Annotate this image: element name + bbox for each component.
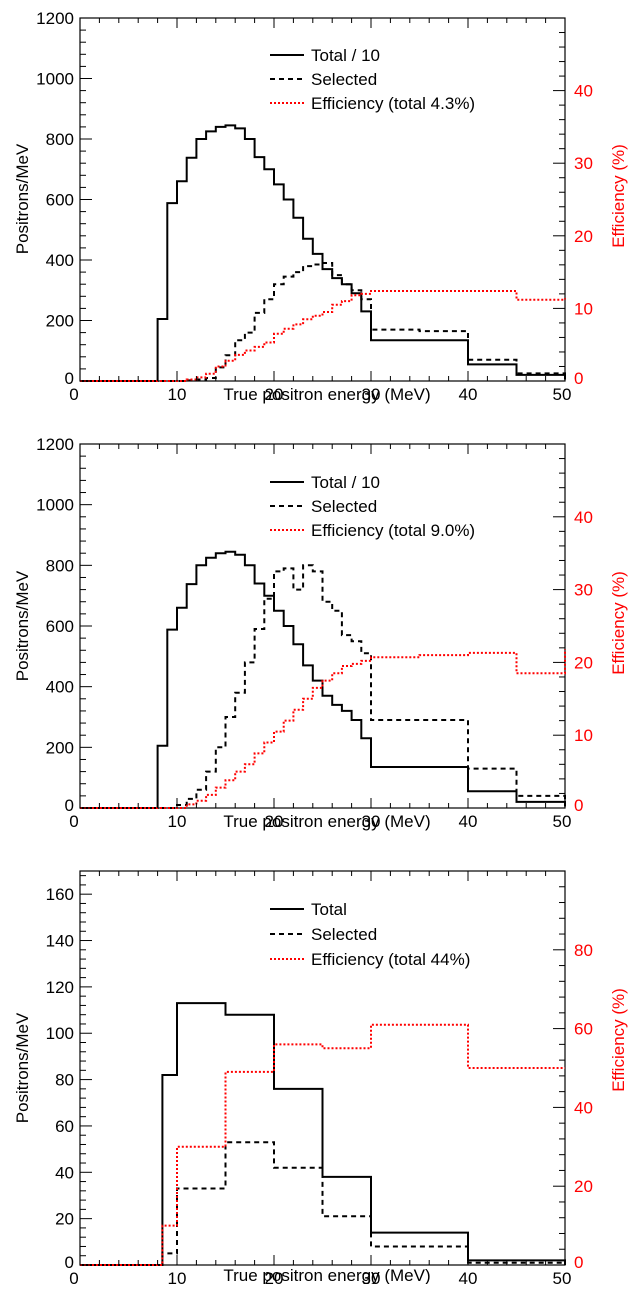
x-tick-label: 20 — [265, 812, 284, 831]
y-axis-label: Positrons/MeV — [13, 570, 32, 681]
y-tick-label: 1000 — [36, 496, 74, 515]
x-tick-label: 0 — [69, 385, 78, 404]
y-tick-label: 800 — [46, 130, 74, 149]
x-tick-label: 40 — [459, 1269, 478, 1284]
x-tick-label: 10 — [168, 385, 187, 404]
x-tick-label: 40 — [459, 812, 478, 831]
axis-ticks: 0 10 20 30 40 5002004006008001000120001020304… — [36, 9, 593, 404]
y-tick-label: 800 — [46, 556, 74, 575]
y2-tick-label: 0 — [574, 369, 583, 388]
chart-panel-1: 0 10 20 30 40 5002004006008001000120001020304… — [13, 9, 628, 404]
legend-label-total: Total / 10 — [311, 46, 380, 65]
series-efficiency — [80, 290, 566, 382]
y-tick-label: 200 — [46, 738, 74, 757]
y2-axis-label: Efficiency (%) — [609, 988, 628, 1092]
legend-label-total: Total / 10 — [311, 473, 380, 492]
x-tick-label: 0 — [69, 812, 78, 831]
chart-panel-2: 0 10 20 30 40 5002004006008001000120001020304… — [13, 435, 628, 831]
y2-tick-label: 0 — [574, 796, 583, 815]
y-tick-label: 600 — [46, 617, 74, 636]
series-total — [80, 550, 566, 809]
legend-label-efficiency: Efficiency (total 44%) — [311, 950, 470, 969]
y-tick-label: 20 — [55, 1210, 74, 1229]
y-tick-label: 1200 — [36, 435, 74, 454]
legend-label-total: Total — [311, 900, 347, 919]
x-axis-label: True positron energy (MeV) — [223, 1266, 430, 1284]
y-tick-label: 80 — [55, 1071, 74, 1090]
chart-panel-3: 0 10 20 30 40 5002040608010012014016002040608… — [13, 870, 628, 1288]
x-tick-label: 20 — [265, 385, 284, 404]
y-tick-label: 120 — [46, 978, 74, 997]
x-tick-label: 0 — [69, 1269, 78, 1284]
y-tick-label: 60 — [55, 1117, 74, 1136]
y2-tick-label: 20 — [574, 1177, 593, 1196]
x-tick-label: 20 — [265, 1269, 284, 1284]
y-tick-label: 100 — [46, 1024, 74, 1043]
axis-ticks: 0 10 20 30 40 5002040608010012014016002040608… — [46, 870, 593, 1288]
series-efficiency — [80, 649, 566, 809]
plot-marks — [80, 550, 566, 809]
y-tick-label: 200 — [46, 312, 74, 331]
x-axis-label: True positron energy (MeV) — [223, 812, 430, 831]
y-tick-label: 160 — [46, 885, 74, 904]
y-tick-label: 400 — [46, 251, 74, 270]
x-tick-label: 50 — [553, 385, 572, 404]
y2-tick-label: 10 — [574, 726, 593, 745]
y2-tick-label: 60 — [574, 1020, 593, 1039]
x-tick-label: 40 — [459, 385, 478, 404]
x-axis-label: True positron energy (MeV) — [223, 385, 430, 404]
y-tick-label: 0 — [65, 369, 74, 388]
y2-tick-label: 40 — [574, 508, 593, 527]
legend-label-selected: Selected — [311, 925, 377, 944]
y-tick-label: 400 — [46, 678, 74, 697]
y2-tick-label: 30 — [574, 581, 593, 600]
y-tick-label: 40 — [55, 1163, 74, 1182]
x-tick-label: 30 — [362, 812, 381, 831]
legend-label-efficiency: Efficiency (total 9.0%) — [311, 521, 475, 540]
y-axis-label: Positrons/MeV — [13, 143, 32, 254]
axis-ticks: 0 10 20 30 40 5002004006008001000120001020304… — [36, 435, 593, 831]
series-efficiency — [80, 1023, 565, 1266]
x-tick-label: 10 — [168, 812, 187, 831]
x-tick-label: 30 — [362, 1269, 381, 1284]
legend: Total / 10 Selected Efficiency (total 9.… — [270, 473, 475, 540]
legend: Total Selected Efficiency (total 44%) — [270, 900, 470, 969]
y2-axis-label: Efficiency (%) — [609, 571, 628, 675]
y-tick-label: 0 — [65, 796, 74, 815]
y2-tick-label: 20 — [574, 653, 593, 672]
y-axis-label: Positrons/MeV — [13, 1012, 32, 1123]
legend-label-selected: Selected — [311, 497, 377, 516]
legend-label-efficiency: Efficiency (total 4.3%) — [311, 94, 475, 113]
y2-tick-label: 80 — [574, 941, 593, 960]
y2-tick-label: 40 — [574, 1098, 593, 1117]
y-tick-label: 140 — [46, 932, 74, 951]
series-total — [80, 1002, 566, 1266]
y2-tick-label: 40 — [574, 82, 593, 101]
y-tick-label: 1000 — [36, 70, 74, 89]
y-tick-label: 1200 — [36, 9, 74, 28]
series-selected — [80, 262, 566, 382]
x-tick-label: 10 — [168, 1269, 187, 1284]
series-total — [80, 124, 566, 382]
y2-tick-label: 20 — [574, 227, 593, 246]
y2-tick-label: 10 — [574, 299, 593, 318]
plot-marks — [80, 124, 566, 382]
y2-axis-label: Efficiency (%) — [609, 144, 628, 248]
y2-tick-label: 0 — [574, 1253, 583, 1272]
x-tick-label: 50 — [553, 1269, 572, 1284]
plot-marks — [80, 1002, 566, 1266]
legend: Total / 10 Selected Efficiency (total 4.… — [270, 46, 475, 113]
x-tick-label: 30 — [362, 385, 381, 404]
y-tick-label: 600 — [46, 191, 74, 210]
y-tick-label: 0 — [65, 1253, 74, 1272]
legend-label-selected: Selected — [311, 70, 377, 89]
x-tick-label: 50 — [553, 812, 572, 831]
y2-tick-label: 30 — [574, 154, 593, 173]
